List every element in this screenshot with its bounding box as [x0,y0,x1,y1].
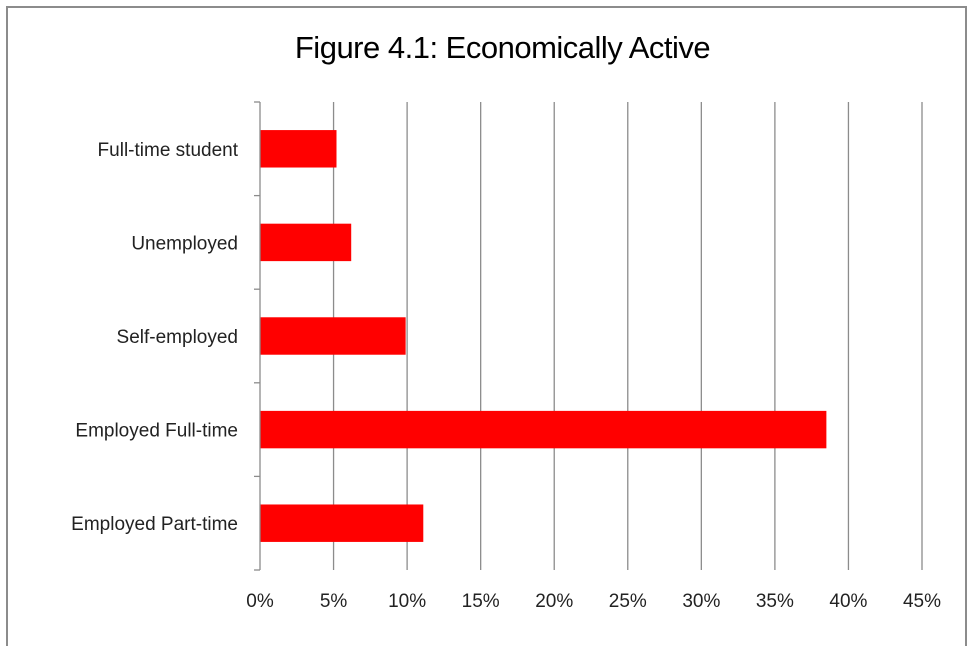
x-tick-label: 30% [682,591,720,612]
y-category-label: Unemployed [131,233,238,254]
x-tick-label: 25% [609,591,647,612]
y-category-label: Employed Full-time [75,421,238,442]
x-tick-label: 0% [246,591,274,612]
y-category-label: Employed Part-time [71,514,238,535]
bar [260,504,424,542]
x-tick-label: 20% [535,591,573,612]
y-category-label: Self-employed [117,327,238,348]
x-tick-label: 5% [320,591,348,612]
x-tick-label: 40% [829,591,867,612]
axes [254,101,261,571]
x-tick-label: 10% [388,591,426,612]
bar-chart: 0% 5% 10% 15% 20% 25% 30% 35% 40% 45% Full-time st… [71,101,941,612]
x-tick-label: 45% [903,591,941,612]
bar [260,410,827,449]
chart-title: Figure 4.1: Economically Active [294,30,711,65]
axis-labels: 0% 5% 10% 15% 20% 25% 30% 35% 40% 45% Full-time st… [71,140,941,612]
x-tick-label: 35% [756,591,794,612]
y-category-label: Full-time student [98,140,239,161]
bar [260,130,337,168]
bar [260,223,352,262]
bars [260,130,827,542]
chart-frame [6,6,967,646]
gridlines [332,102,923,570]
bar [260,317,406,355]
x-tick-label: 15% [462,591,500,612]
